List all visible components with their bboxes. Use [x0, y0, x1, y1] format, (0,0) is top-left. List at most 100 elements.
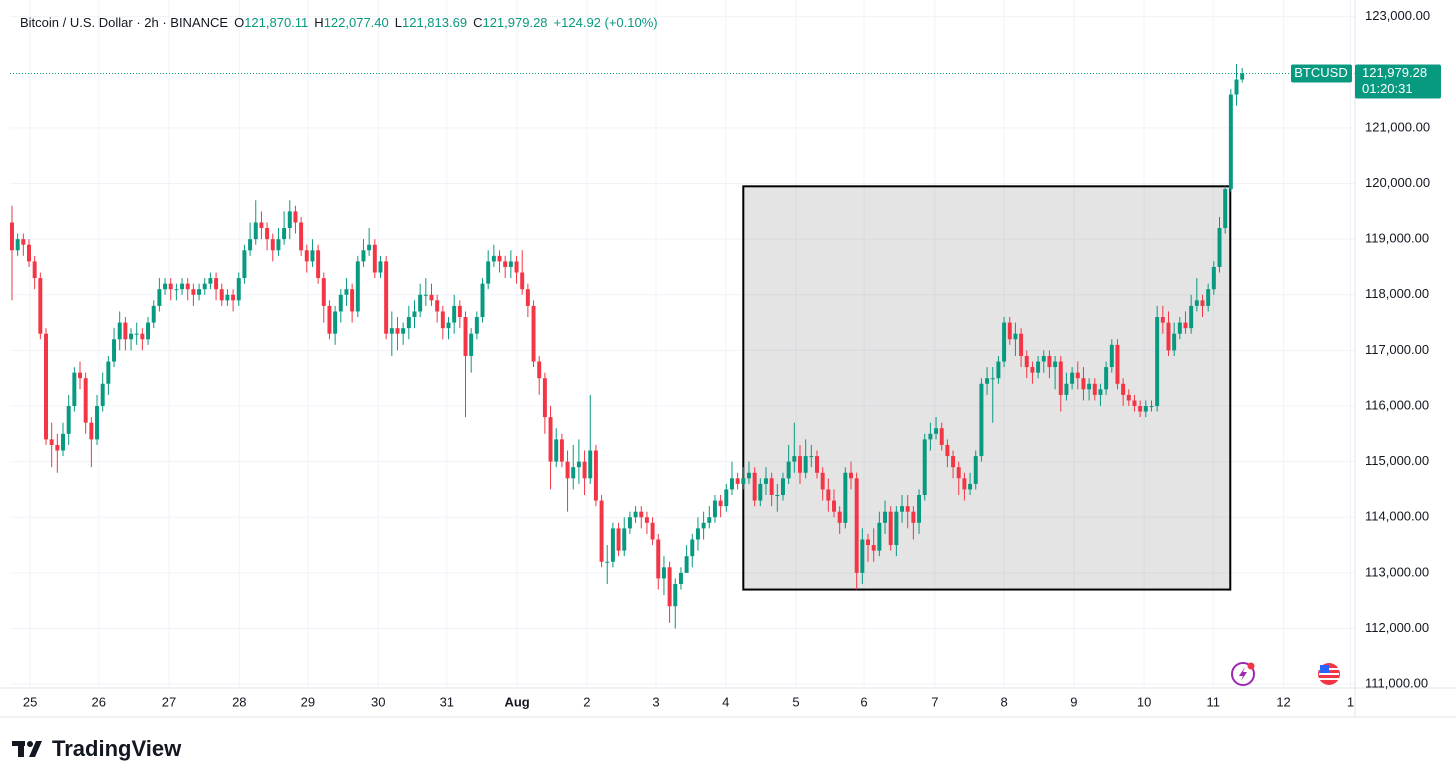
ohlc-value: 121,979.28	[482, 15, 548, 30]
candle-body	[157, 289, 162, 306]
icon	[1231, 662, 1255, 686]
candle-body	[945, 444, 950, 457]
candle-body	[554, 439, 559, 462]
candle-body	[854, 478, 859, 573]
x-tick-label: 2	[583, 694, 590, 709]
candle-body	[1217, 228, 1222, 267]
candle-body	[61, 433, 65, 451]
candle-body	[350, 289, 355, 312]
candle-body	[593, 450, 598, 501]
candle-body	[1053, 361, 1058, 368]
candle-body	[231, 294, 236, 301]
x-tick-label: 31	[440, 694, 454, 709]
candle-body	[1047, 355, 1052, 368]
candle-body	[871, 545, 876, 551]
candle-body	[820, 472, 825, 490]
candle-body	[185, 283, 190, 290]
candle-body	[815, 456, 819, 473]
candle-body	[440, 311, 445, 329]
candle-body	[576, 461, 581, 468]
candle-body	[429, 294, 434, 301]
candle-body	[480, 283, 485, 318]
candle-body	[49, 439, 54, 445]
candle-body	[1109, 344, 1114, 368]
candle-body	[849, 472, 853, 479]
candle-body	[905, 506, 910, 512]
candle-body	[435, 300, 440, 312]
candle-body	[236, 278, 241, 301]
candle-body	[304, 250, 309, 262]
y-tick-label: 114,000.00	[1365, 509, 1429, 524]
candles	[10, 63, 1355, 629]
candle-body	[843, 472, 848, 523]
candle-body	[667, 567, 672, 607]
candle-body	[537, 361, 542, 379]
candle-body	[72, 372, 77, 407]
candle-body	[1092, 383, 1097, 395]
candle-body	[763, 478, 768, 484]
candle-body	[27, 244, 31, 262]
candle-body	[168, 283, 173, 290]
candle-body	[973, 456, 978, 484]
candle-body	[259, 222, 264, 229]
price-tag-bg	[1355, 64, 1441, 99]
candle-body	[384, 261, 389, 334]
candle-body	[1121, 383, 1126, 395]
candle-body	[338, 294, 343, 312]
ohlc-label: C	[473, 15, 483, 30]
candle-body	[1206, 289, 1211, 306]
candle-body	[112, 339, 117, 362]
candle-body	[888, 511, 893, 546]
candle-body	[129, 333, 134, 340]
ohlc-label: O	[234, 15, 245, 30]
candle-body	[559, 439, 564, 462]
candle-body	[1240, 73, 1245, 80]
candle-body	[712, 500, 717, 518]
candle-body	[928, 433, 933, 440]
candle-body	[106, 361, 111, 384]
candle-body	[809, 456, 814, 458]
candle-body	[622, 528, 627, 551]
candle-body	[486, 261, 491, 284]
candle-body	[140, 333, 145, 340]
candle-body	[1155, 317, 1160, 407]
candle-body	[452, 305, 457, 323]
candle-body	[996, 361, 1001, 379]
candle-body	[752, 472, 757, 501]
candle-body	[1019, 333, 1024, 356]
candle-body	[792, 456, 797, 462]
candle-body	[1189, 305, 1194, 329]
candle-body	[548, 417, 553, 462]
brand: TradingView	[12, 736, 181, 762]
candle-body	[134, 333, 139, 335]
candle-body	[695, 528, 700, 540]
candle-body	[163, 283, 168, 290]
candle-body	[491, 255, 496, 262]
candle-body	[1211, 266, 1216, 290]
x-tick-label: 11	[1207, 694, 1221, 709]
symbol-tag: BTCUSD	[1294, 65, 1347, 80]
candle-body	[1030, 367, 1035, 373]
candle-body	[542, 378, 547, 418]
candle-body	[565, 461, 570, 479]
candle-body	[1002, 322, 1007, 362]
axes: 111,000.00 112,000.00 113,000.00 114,000.00…	[23, 8, 1430, 709]
y-tick-label: 121,000.00	[1365, 119, 1430, 134]
x-tick-label: 27	[162, 694, 176, 709]
candle-body	[588, 450, 593, 479]
candle-body	[316, 250, 321, 279]
candle-body	[418, 294, 423, 312]
candle-body	[837, 511, 842, 523]
candle-body	[684, 556, 689, 573]
candle-body	[123, 322, 128, 340]
candle-body	[735, 478, 740, 484]
candle-body	[457, 305, 462, 318]
candle-body	[661, 567, 666, 579]
candle-body	[395, 328, 400, 334]
candle-body	[798, 456, 802, 473]
candle-body	[497, 255, 502, 262]
candle-body	[922, 439, 927, 496]
candle-body	[180, 283, 185, 290]
candle-body	[1070, 372, 1075, 384]
